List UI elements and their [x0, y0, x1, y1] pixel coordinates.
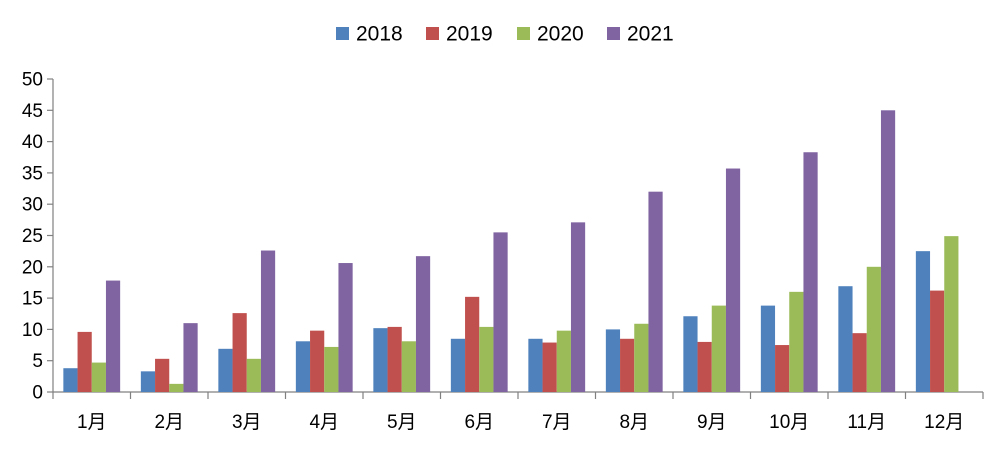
bar-2018-12月 — [916, 251, 930, 392]
y-tick-label: 15 — [22, 289, 43, 310]
bar-2018-9月 — [683, 316, 697, 392]
legend-swatch-2021 — [607, 27, 620, 40]
x-tick-label: 3月 — [232, 412, 262, 433]
bar-2018-1月 — [63, 368, 77, 392]
x-tick-label: 2月 — [154, 412, 184, 433]
bar-2019-2月 — [155, 359, 169, 392]
bars — [63, 110, 958, 392]
bar-2019-11月 — [853, 333, 867, 392]
bar-2018-10月 — [761, 306, 775, 392]
y-axis: 0 5 10 15 20 25 30 35 40 45 50 — [22, 70, 53, 404]
bar-2019-9月 — [698, 342, 712, 392]
legend-label-2018: 2018 — [356, 23, 403, 46]
y-tick-label: 30 — [22, 195, 43, 216]
bar-2020-7月 — [557, 331, 571, 392]
x-tick-label: 7月 — [542, 412, 572, 433]
bar-2020-2月 — [169, 384, 183, 392]
x-tick-label: 12月 — [924, 412, 964, 433]
bar-2021-2月 — [183, 323, 197, 392]
y-tick-label: 20 — [22, 257, 43, 278]
bar-2021-4月 — [338, 263, 352, 392]
bar-2018-8月 — [606, 329, 620, 392]
bar-2020-1月 — [92, 363, 106, 392]
bar-2021-1月 — [106, 281, 120, 392]
legend-swatch-2019 — [426, 27, 439, 40]
bar-2019-3月 — [233, 313, 247, 392]
bar-2018-5月 — [373, 328, 387, 392]
bar-2018-3月 — [218, 349, 232, 392]
y-tick-label: 35 — [22, 163, 43, 184]
x-axis: 1月 2月 3月 4月 5月 6月 7月 8月 9月 10月 11月 12月 — [53, 392, 983, 433]
bar-2019-8月 — [620, 339, 634, 392]
y-tick-label: 50 — [22, 70, 43, 91]
bar-2021-6月 — [493, 232, 507, 392]
bar-2021-11月 — [881, 110, 895, 392]
bar-2020-6月 — [479, 327, 493, 392]
y-tick-label: 25 — [22, 226, 43, 247]
bar-2019-6月 — [465, 297, 479, 392]
bar-2019-4月 — [310, 331, 324, 392]
y-tick-label: 5 — [32, 351, 43, 372]
x-tick-label: 9月 — [697, 412, 727, 433]
bar-2020-9月 — [712, 306, 726, 392]
bar-2021-10月 — [803, 152, 817, 392]
x-tick-label: 10月 — [769, 412, 809, 433]
x-tick-label: 1月 — [77, 412, 107, 433]
x-tick-label: 5月 — [387, 412, 417, 433]
x-tick-label: 6月 — [464, 412, 494, 433]
bar-2018-4月 — [296, 341, 310, 392]
bar-2020-3月 — [247, 359, 261, 392]
bar-2018-6月 — [451, 339, 465, 392]
bar-2020-5月 — [402, 341, 416, 392]
legend-swatch-2018 — [336, 27, 349, 40]
legend: 2018 2019 2020 2021 — [336, 23, 674, 46]
bar-2021-3月 — [261, 251, 275, 392]
legend-label-2020: 2020 — [537, 23, 584, 46]
legend-label-2021: 2021 — [627, 23, 674, 46]
bar-2019-1月 — [78, 332, 92, 392]
bar-2019-10月 — [775, 345, 789, 392]
x-tick-label: 11月 — [847, 412, 886, 433]
bar-2020-10月 — [789, 292, 803, 392]
bar-2020-12月 — [944, 236, 958, 392]
legend-label-2019: 2019 — [446, 23, 493, 46]
bar-2018-2月 — [141, 371, 155, 392]
bar-2021-5月 — [416, 256, 430, 392]
bar-2021-7月 — [571, 222, 585, 392]
bar-2019-12月 — [930, 291, 944, 392]
y-tick-label: 0 — [32, 383, 43, 404]
bar-2021-8月 — [648, 192, 662, 392]
x-tick-label: 4月 — [309, 412, 339, 433]
y-tick-label: 45 — [22, 101, 43, 122]
bar-2019-5月 — [388, 327, 402, 392]
bar-2021-9月 — [726, 169, 740, 392]
bar-2020-4月 — [324, 347, 338, 392]
bar-2019-7月 — [543, 343, 557, 392]
y-tick-label: 40 — [22, 132, 43, 153]
x-tick-label: 8月 — [619, 412, 649, 433]
bar-2018-11月 — [838, 286, 852, 392]
bar-2020-8月 — [634, 324, 648, 392]
legend-swatch-2020 — [517, 27, 530, 40]
y-tick-label: 10 — [22, 320, 43, 341]
bar-2020-11月 — [867, 267, 881, 392]
bar-2018-7月 — [528, 339, 542, 392]
